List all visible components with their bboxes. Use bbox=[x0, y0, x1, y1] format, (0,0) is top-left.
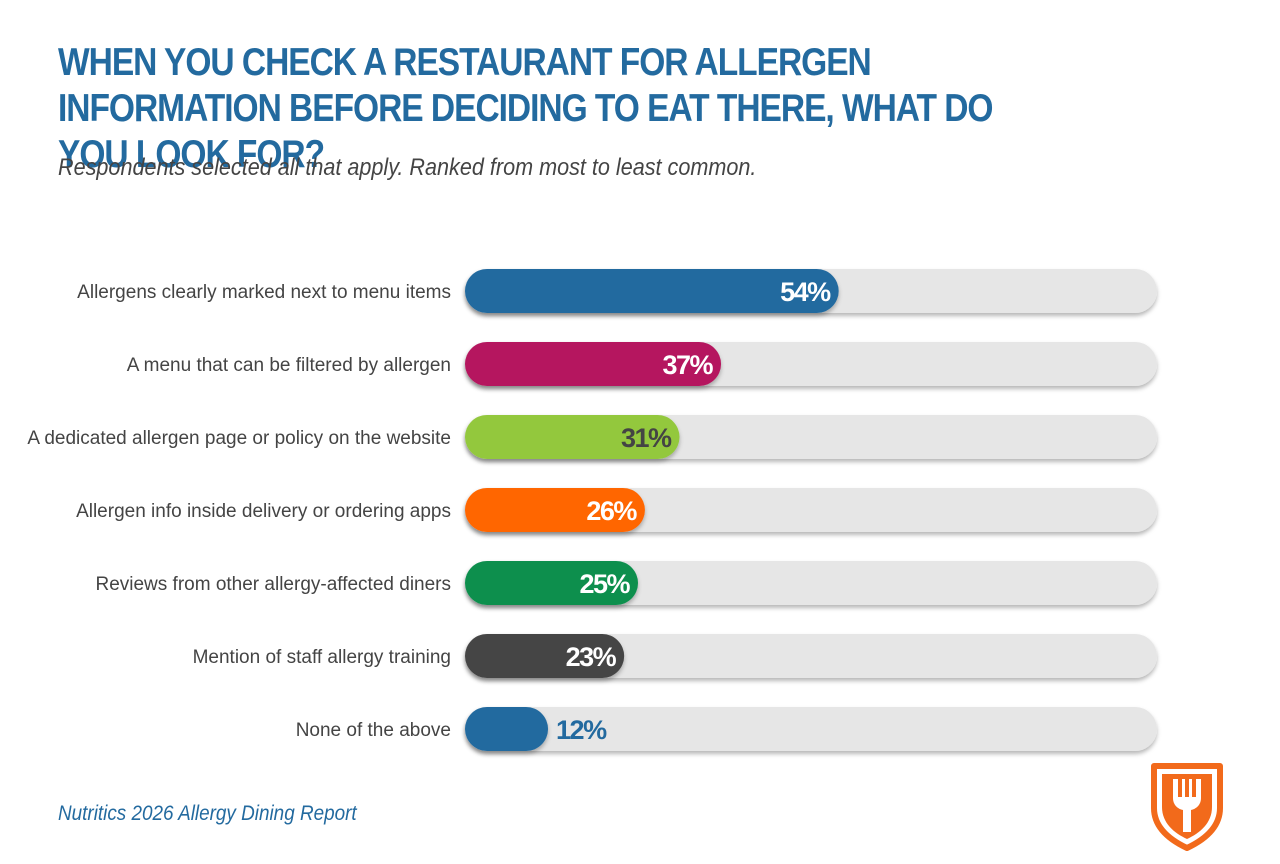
bar bbox=[465, 634, 625, 678]
value-label: 37% bbox=[662, 350, 713, 380]
bar-track bbox=[465, 561, 1157, 605]
bar bbox=[465, 269, 839, 313]
category-label: A dedicated allergen page or policy on t… bbox=[27, 428, 451, 449]
category-label: Mention of staff allergy training bbox=[193, 647, 451, 668]
category-label: Reviews from other allergy-affected dine… bbox=[95, 574, 451, 595]
category-label: A menu that can be filtered by allergen bbox=[127, 355, 451, 376]
category-label: Allergen info inside delivery or orderin… bbox=[76, 501, 451, 522]
value-label: 31% bbox=[621, 423, 672, 453]
value-label: 25% bbox=[579, 569, 630, 599]
value-label: 54% bbox=[780, 277, 831, 307]
category-label: Allergens clearly marked next to menu it… bbox=[77, 282, 451, 303]
bars-group: Allergens clearly marked next to menu it… bbox=[27, 269, 1157, 751]
value-label: 12% bbox=[556, 715, 607, 745]
source-credit: Nutritics 2026 Allergy Dining Report bbox=[58, 802, 357, 825]
bar-track bbox=[465, 707, 1157, 751]
bar bbox=[465, 707, 549, 751]
fork-shield-icon bbox=[1151, 763, 1223, 851]
category-label: None of the above bbox=[296, 720, 451, 741]
bar bbox=[465, 415, 680, 459]
bar-track bbox=[465, 634, 1157, 678]
bar bbox=[465, 561, 638, 605]
bar bbox=[465, 488, 645, 532]
chart-subtitle: Respondents selected all that apply. Ran… bbox=[58, 154, 757, 181]
value-label: 26% bbox=[586, 496, 637, 526]
value-label: 23% bbox=[566, 642, 617, 672]
chart-title: When you check a restaurant for allergen… bbox=[58, 41, 994, 176]
bar bbox=[465, 342, 722, 386]
